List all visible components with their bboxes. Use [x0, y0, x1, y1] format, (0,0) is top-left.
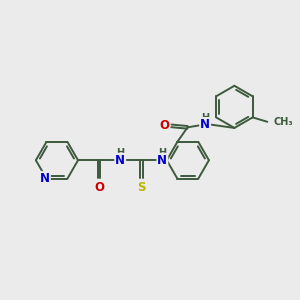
Text: O: O	[94, 181, 104, 194]
Text: N: N	[200, 118, 210, 131]
Text: H: H	[201, 113, 209, 123]
Text: N: N	[40, 172, 50, 185]
Text: H: H	[158, 148, 166, 158]
Text: H: H	[116, 148, 124, 158]
Text: S: S	[137, 181, 146, 194]
Text: CH₃: CH₃	[274, 117, 293, 127]
Text: N: N	[115, 154, 125, 167]
Text: N: N	[158, 154, 167, 167]
Text: O: O	[159, 119, 169, 132]
